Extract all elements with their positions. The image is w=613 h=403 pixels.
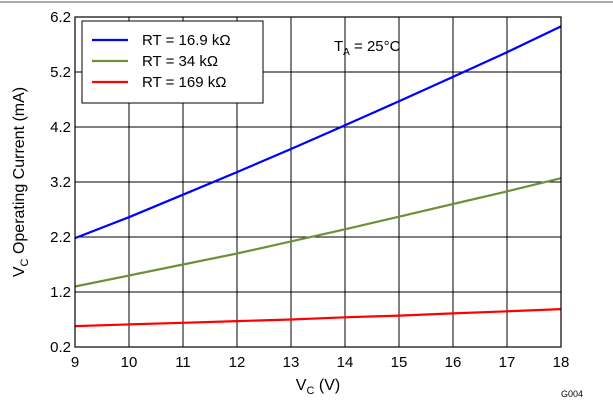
x-axis-label: VC (V) (296, 377, 340, 397)
y-axis-label-rest: Operating Current (mA) (11, 87, 28, 259)
x-tick-label: 15 (391, 354, 408, 371)
y-tick-label: 2.2 (50, 229, 71, 246)
annotation-suffix: = 25°C (350, 38, 401, 55)
legend-label-0: RT = 16.9 kΩ (142, 32, 231, 49)
x-axis-label-main: V (296, 377, 307, 394)
y-tick-label: 4.2 (50, 119, 71, 136)
annotation-subscript: A (343, 47, 350, 58)
annotation-prefix: T (334, 38, 343, 55)
y-tick-label: 5.2 (50, 64, 71, 81)
legend-label-1: RT = 34 kΩ (142, 53, 218, 70)
series-lines (74, 25, 562, 328)
y-tick-label: 6.2 (50, 9, 71, 26)
x-tick-label: 9 (71, 354, 79, 371)
x-tick-label: 16 (445, 354, 462, 371)
series-line-2 (74, 308, 562, 328)
y-tick-labels: 0.2 1.2 2.2 3.2 4.2 5.2 6.2 (50, 9, 71, 356)
y-axis-label-subscript: C (19, 258, 31, 266)
y-axis-label: VC Operating Current (mA) (11, 87, 31, 277)
x-tick-label: 10 (121, 354, 138, 371)
y-axis-label-main: V (11, 266, 28, 277)
y-tick-label: 0.2 (50, 339, 71, 356)
x-tick-label: 17 (499, 354, 516, 371)
legend-label-2: RT = 169 kΩ (142, 74, 226, 91)
x-tick-label: 11 (175, 354, 191, 371)
x-tick-labels: 9 10 11 12 13 14 15 16 17 18 (71, 354, 570, 371)
x-tick-label: 14 (337, 354, 354, 371)
legend: RT = 16.9 kΩ RT = 34 kΩ RT = 169 kΩ (81, 20, 264, 104)
plot-frame (74, 16, 562, 348)
y-tick-label: 3.2 (50, 174, 71, 191)
y-tick-label: 1.2 (50, 284, 71, 301)
x-tick-label: 18 (553, 354, 570, 371)
series-line-0 (74, 25, 562, 240)
x-axis-label-subscript: C (306, 385, 314, 397)
x-axis-label-unit: (V) (314, 377, 340, 394)
series-line-1 (74, 177, 562, 288)
x-tick-label: 13 (283, 354, 300, 371)
x-tick-label: 12 (229, 354, 246, 371)
temperature-annotation: TA = 25°C (334, 38, 401, 58)
figure-id: G004 (561, 389, 583, 399)
